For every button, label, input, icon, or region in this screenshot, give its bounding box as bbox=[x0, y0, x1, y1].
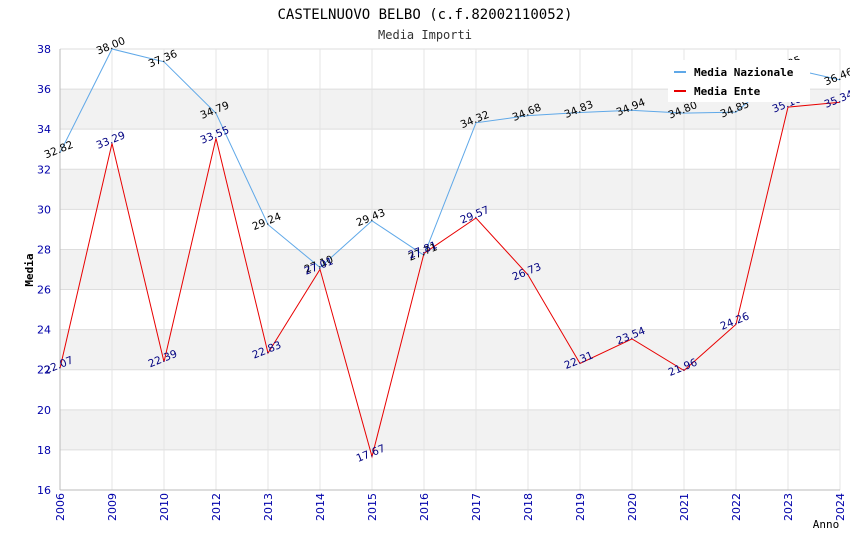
legend: Media Nazionale Media Ente bbox=[668, 60, 810, 102]
background-band bbox=[60, 409, 840, 450]
series-line-media-ente bbox=[59, 101, 841, 459]
background-band bbox=[60, 449, 840, 490]
y-tick-label: 18 bbox=[37, 444, 51, 457]
legend-label-media-ente: Media Ente bbox=[694, 85, 761, 98]
legend-label-media-nazionale: Media Nazionale bbox=[694, 66, 794, 79]
x-tick-label: 2021 bbox=[678, 493, 691, 521]
background-band bbox=[60, 329, 840, 370]
x-tick-label: 2018 bbox=[522, 493, 535, 521]
x-tick-label: 2016 bbox=[418, 493, 431, 521]
series-line-media-nazionale bbox=[59, 48, 841, 269]
axes bbox=[59, 49, 840, 491]
x-tick-label: 2017 bbox=[470, 493, 483, 521]
background-band bbox=[60, 209, 840, 250]
x-tick-label: 2012 bbox=[210, 493, 223, 521]
x-tick-label: 2019 bbox=[574, 493, 587, 521]
legend-background bbox=[668, 60, 810, 102]
x-tick-label: 2015 bbox=[366, 493, 379, 521]
y-axis-label: Media bbox=[23, 253, 36, 286]
x-tick-label: 2010 bbox=[158, 493, 171, 521]
background-band bbox=[60, 129, 840, 170]
x-tick-label: 2014 bbox=[314, 493, 327, 521]
series-lines bbox=[59, 48, 841, 459]
x-tick-label: 2013 bbox=[262, 493, 275, 521]
y-tick-label: 36 bbox=[37, 83, 51, 96]
background-band bbox=[60, 369, 840, 410]
x-tick-label: 2022 bbox=[730, 493, 743, 521]
x-tick-label: 2020 bbox=[626, 493, 639, 521]
x-tick-labels: 2006 2009 2010 2012 2013 2014 2015 2016 2017 2018… bbox=[54, 493, 847, 521]
x-axis-label: Anno bbox=[813, 518, 840, 531]
x-tick-label: 2024 bbox=[834, 493, 847, 521]
y-tick-label: 20 bbox=[37, 404, 51, 417]
chart-title: CASTELNUOVO BELBO (c.f.82002110052) bbox=[277, 7, 572, 23]
x-tick-label: 2009 bbox=[106, 493, 119, 521]
chart-subtitle: Media Importi bbox=[378, 28, 472, 42]
y-tick-label: 16 bbox=[37, 484, 51, 497]
x-tick-label: 2023 bbox=[782, 493, 795, 521]
background-band bbox=[60, 289, 840, 330]
x-tick-label: 2006 bbox=[54, 493, 67, 521]
y-tick-label: 30 bbox=[37, 203, 51, 216]
y-tick-labels: 16 18 20 22 24 26 28 30 32 34 36 38 bbox=[37, 43, 51, 497]
y-tick-label: 24 bbox=[37, 324, 51, 337]
y-tick-label: 26 bbox=[37, 284, 51, 297]
y-tick-label: 22 bbox=[37, 364, 51, 377]
background-band bbox=[60, 249, 840, 290]
y-tick-label: 28 bbox=[37, 243, 51, 256]
y-tick-label: 32 bbox=[37, 163, 51, 176]
plot-background-bands bbox=[60, 49, 840, 490]
y-tick-label: 38 bbox=[37, 43, 51, 56]
y-tick-label: 34 bbox=[37, 123, 51, 136]
